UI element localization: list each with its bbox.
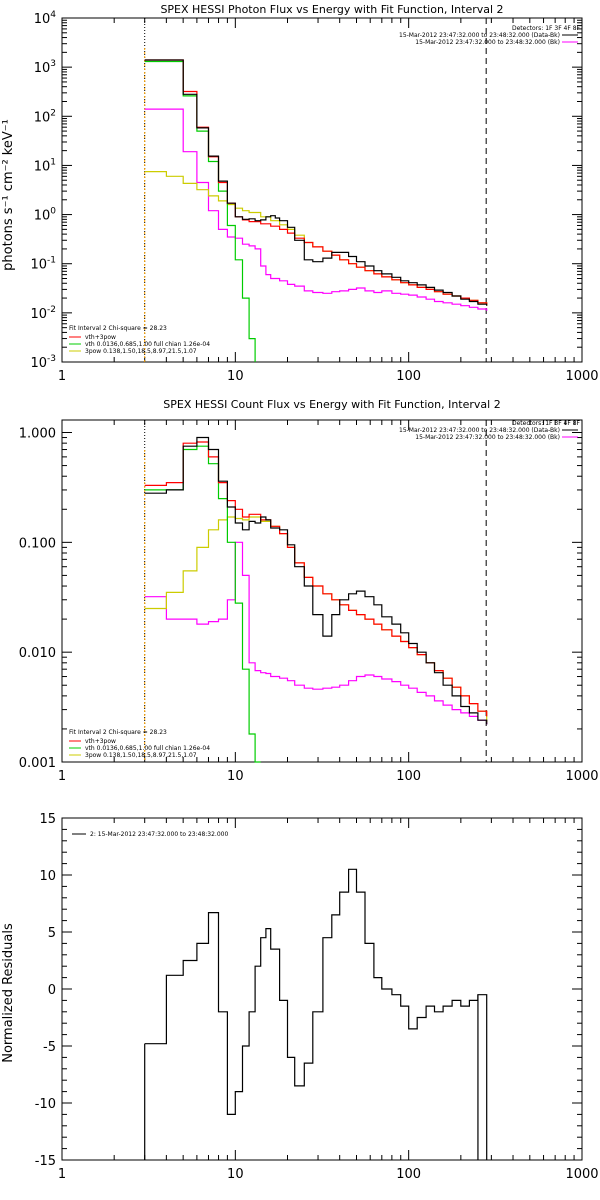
y-tick-label: -15	[35, 1154, 56, 1169]
y-tick-label: 104	[34, 10, 57, 27]
residuals-axes: 1 10 100 1000 -15 -10 -5 0 5 10 15	[35, 812, 599, 1182]
y-tick-label: 0.100	[19, 536, 56, 551]
series-bk	[144, 541, 488, 725]
plot-frame	[61, 817, 583, 1161]
count-legend-fit-interval: Fit Interval 2 Chi-square = 28.23	[69, 729, 167, 736]
series-data-bk	[144, 59, 488, 306]
series-vth-3pow	[144, 59, 488, 305]
residuals-legend-text: 2: 15-Mar-2012 23:47:32.000 to 23:48:32.…	[90, 831, 228, 838]
photon-legend-vth3pow: vth+3pow	[85, 334, 116, 341]
y-tick-label: -5	[43, 1040, 56, 1055]
y-tick-label: 103	[34, 59, 56, 76]
plot-frame	[61, 419, 583, 763]
y-tick-label: -10	[35, 1097, 56, 1112]
residuals-ylabel: Normalized Residuals	[1, 923, 16, 1063]
residuals-plot-area	[144, 868, 488, 1160]
y-tick-label: 0.001	[19, 756, 56, 771]
y-tick-label: 100	[34, 207, 57, 224]
y-tick-label: 102	[34, 108, 56, 125]
series-bk	[144, 108, 488, 311]
photon-legend-vth: vth 0.0136,0.685,1.00 full chian 1.26e-0…	[85, 341, 210, 348]
x-tick-label: 10	[227, 369, 244, 384]
y-tick-label: 10-1	[30, 256, 56, 273]
photon-flux-axes: 1 10 100 1000 10-3 10-2 10-1 100 101 102 103 104	[30, 10, 598, 384]
photon-legend-data-bk: 15-Mar-2012 23:47:32.000 to 23:48:32.000…	[399, 32, 560, 39]
x-tick-label: 1000	[565, 369, 598, 384]
count-flux-title: SPEX HESSI Count Flux vs Energy with Fit…	[163, 398, 500, 411]
photon-legend-bk: 15-Mar-2012 23:47:32.000 to 23:48:32.000…	[415, 39, 560, 46]
x-tick-label: 100	[396, 769, 421, 784]
photon-flux-title: SPEX HESSI Photon Flux vs Energy with Fi…	[160, 3, 503, 16]
series-data-bk	[144, 436, 488, 725]
photon-legend-3pow: 3pow 0.138,1.50,18.5,8.97,21.5,1.07	[85, 348, 197, 355]
y-tick-label: 0	[48, 983, 56, 998]
count-flux-plot-area	[144, 420, 488, 763]
x-tick-label: 1	[58, 369, 66, 384]
photon-flux-panel: SPEX HESSI Photon Flux vs Energy with Fi…	[1, 3, 599, 384]
x-tick-label: 10	[227, 1167, 244, 1182]
count-legend-vth: vth 0.0136,0.685,1.00 full chian 1.26e-0…	[85, 745, 210, 752]
photon-legend-detectors: Detectors: 1F 3F 4F 8F	[512, 25, 581, 32]
count-legend-data-bk: 15-Mar-2012 23:47:32.000 to 23:48:32.000…	[399, 427, 560, 434]
y-tick-label: 1.000	[19, 427, 56, 442]
series-3pow	[144, 171, 488, 306]
series-vth-3pow	[144, 441, 488, 717]
x-tick-label: 1	[58, 769, 66, 784]
count-legend-detectors: Detectors: 1F 3F 4F 8F	[512, 420, 581, 427]
photon-flux-plot-area	[144, 18, 488, 362]
x-tick-label: 1000	[565, 769, 598, 784]
count-flux-panel: SPEX HESSI Count Flux vs Energy with Fit…	[19, 398, 599, 784]
count-flux-axes: 1 10 100 1000 0.001 0.010 0.100 1.000	[19, 419, 599, 784]
x-tick-label: 100	[396, 369, 421, 384]
series-2-15-mar-2012-23-47-32-000-to-23-48-32-000	[144, 868, 488, 1160]
x-tick-label: 10	[227, 769, 244, 784]
y-tick-label: 101	[34, 157, 56, 174]
count-legend-bk: 15-Mar-2012 23:47:32.000 to 23:48:32.000…	[415, 434, 560, 441]
y-tick-label: 15	[39, 812, 56, 827]
series-vth	[144, 60, 256, 362]
photon-legend-fit-interval: Fit Interval 2 Chi-square = 28.23	[69, 325, 167, 332]
plot-frame	[61, 17, 583, 363]
x-tick-label: 1000	[565, 1167, 598, 1182]
count-legend-3pow: 3pow 0.138,1.50,18.5,8.97,21.5,1.07	[85, 752, 197, 759]
count-legend-vth3pow: vth+3pow	[85, 738, 116, 745]
x-tick-label: 1	[58, 1167, 66, 1182]
y-tick-label: 10-3	[30, 354, 56, 371]
y-tick-label: 5	[48, 926, 56, 941]
residuals-panel: 1 10 100 1000 -15 -10 -5 0 5 10 15 Normalized Resi…	[1, 812, 599, 1182]
y-tick-label: 10-2	[30, 305, 56, 322]
y-tick-label: 10	[39, 869, 56, 884]
photon-flux-ylabel: photons s⁻¹ cm⁻² keV⁻¹	[1, 119, 16, 271]
x-tick-label: 100	[396, 1167, 421, 1182]
y-tick-label: 0.010	[19, 646, 56, 661]
